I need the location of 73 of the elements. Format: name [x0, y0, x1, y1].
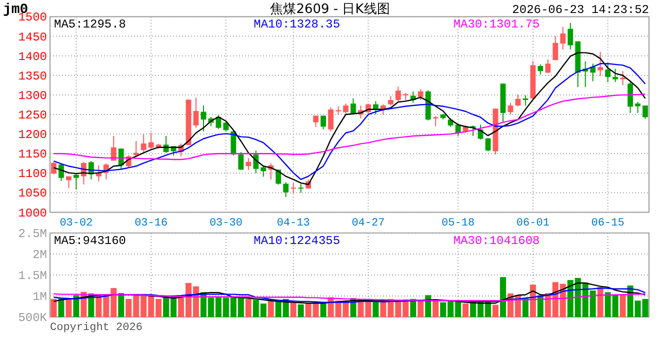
text: MA5:1295.8	[54, 18, 126, 32]
text: MA10:1328.35	[254, 18, 340, 32]
y-tick-label: 1000	[18, 206, 47, 220]
x-tick-label: 03-02	[60, 217, 93, 230]
candlestick	[388, 96, 394, 106]
y-tick-label: 1100	[18, 167, 47, 182]
y-tick-label: 1200	[18, 128, 47, 142]
candlestick	[628, 80, 633, 114]
candlestick	[140, 134, 146, 152]
candlestick	[290, 182, 296, 194]
text: Copyright 2026	[50, 322, 142, 334]
candlestick	[560, 26, 566, 50]
y-tick-label: 1450	[18, 30, 47, 44]
candlestick	[373, 100, 378, 115]
text: MA10:1224355	[254, 234, 340, 248]
candlestick	[395, 86, 401, 102]
candlestick	[620, 70, 626, 86]
x-tick-label: 03-16	[134, 217, 168, 230]
candlestick	[283, 182, 289, 198]
candlestick	[328, 106, 334, 132]
y-tick-label: 1M	[32, 290, 47, 304]
candlestick	[612, 68, 618, 83]
y-tick-label: 1150	[18, 148, 47, 162]
candlestick	[635, 101, 640, 114]
candlestick	[51, 161, 56, 175]
candlestick	[58, 162, 64, 182]
x-tick-label: 06-01	[516, 217, 550, 230]
candlestick	[432, 116, 438, 127]
candlestick	[260, 166, 266, 178]
candlestick	[253, 150, 259, 174]
y-tick-label: 1300	[18, 88, 47, 103]
candlestick	[320, 115, 326, 130]
candlestick	[148, 132, 154, 150]
candlestick	[246, 157, 252, 171]
text: MA5:943160	[54, 234, 126, 248]
x-tick-label: 05-18	[442, 217, 475, 230]
candlestick	[96, 164, 102, 182]
y-tick-label: 500K	[18, 311, 48, 325]
chart-subtitle: 2026-06-23 14:23:52	[512, 3, 649, 17]
candlestick	[568, 22, 574, 50]
candlestick	[605, 62, 611, 83]
y-tick-label: 1250	[18, 108, 47, 122]
text: MA30:1041608	[453, 234, 540, 248]
y-tick-label: 1400	[18, 50, 47, 64]
candlestick	[74, 173, 79, 190]
y-tick-label: 2.5M	[18, 227, 47, 241]
candlestick	[343, 103, 348, 114]
y-tick-label: 2M	[32, 248, 47, 262]
candlestick	[276, 169, 282, 186]
text: MA30:1301.75	[453, 18, 540, 32]
candlestick	[508, 102, 514, 115]
candlestick	[313, 115, 319, 128]
y-tick-label: 1.5M	[18, 269, 47, 283]
candlestick	[545, 58, 551, 74]
x-tick-label: 06-15	[591, 217, 624, 230]
candlestick	[193, 97, 199, 128]
candlestick	[238, 152, 244, 170]
candlestick	[418, 88, 424, 101]
candlestick	[642, 105, 648, 120]
candlestick	[598, 51, 604, 77]
x-tick-label: 04-27	[352, 217, 385, 230]
candlestick	[538, 64, 544, 76]
candlestick	[118, 148, 124, 170]
y-tick-label: 1350	[18, 69, 47, 84]
y-tick-label: 1050	[18, 186, 47, 201]
x-tick-label: 04-13	[276, 217, 310, 230]
chart-title: 焦煤2609 - 日K线图	[270, 2, 390, 17]
candlestick	[515, 94, 521, 107]
line-series	[53, 293, 646, 302]
x-tick-label: 03-30	[209, 217, 242, 230]
candlestick	[552, 36, 558, 61]
candlestick	[485, 137, 491, 152]
line-series	[53, 287, 646, 303]
